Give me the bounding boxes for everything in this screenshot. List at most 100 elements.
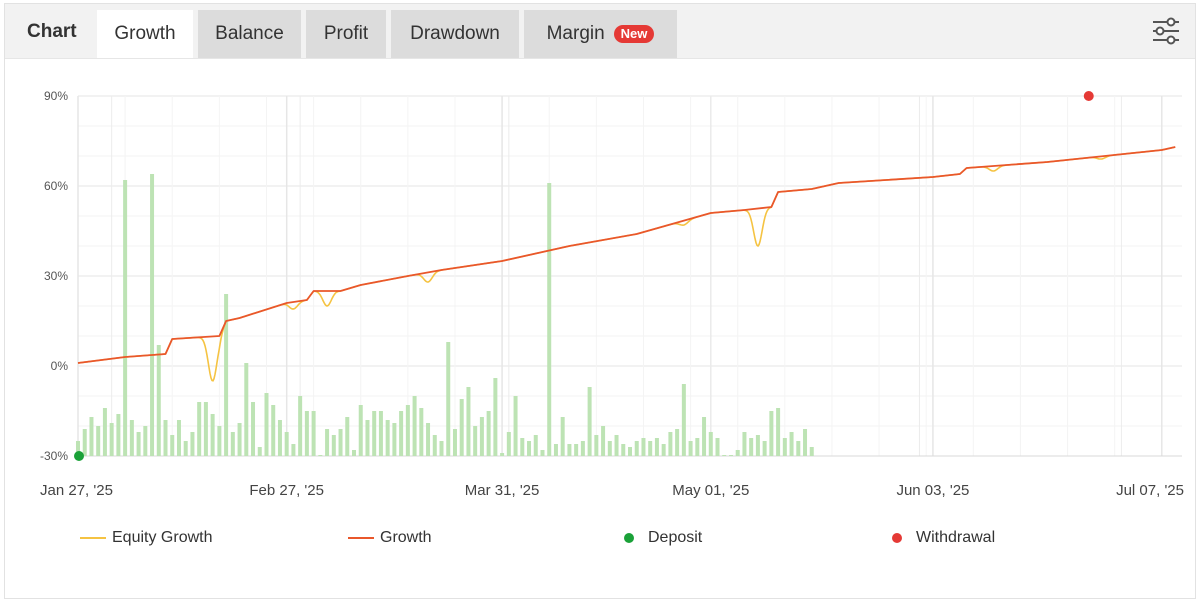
bar <box>493 378 498 456</box>
y-tick-label: 60% <box>44 179 68 193</box>
legend-equity-label: Equity Growth <box>112 529 213 546</box>
legend-deposit-label: Deposit <box>648 529 703 546</box>
bar <box>412 396 417 456</box>
bar <box>749 438 754 456</box>
tab-profit[interactable]: Profit <box>306 10 386 58</box>
legend-growth[interactable]: Growth <box>348 526 432 550</box>
bar <box>365 420 370 456</box>
tab-growth-label: Growth <box>114 23 176 44</box>
withdrawal-dot-icon <box>892 533 902 543</box>
x-tick-label: Jul 07, '25 <box>1116 482 1184 499</box>
bar <box>466 387 471 456</box>
bar <box>82 429 87 456</box>
bar <box>210 414 215 456</box>
bar <box>170 435 175 456</box>
bar <box>695 438 700 456</box>
bar <box>668 432 673 456</box>
bar <box>224 294 229 456</box>
withdrawal-marker <box>1083 91 1094 101</box>
bar <box>702 417 707 456</box>
bar <box>728 455 733 456</box>
tab-margin-label: Margin <box>546 23 605 44</box>
bar <box>163 420 168 456</box>
bar <box>277 420 282 456</box>
bar <box>755 435 760 456</box>
tab-margin[interactable]: Margin New <box>524 10 677 58</box>
equity-growth-line <box>77 146 1176 382</box>
legend-withdrawal-label: Withdrawal <box>916 529 996 546</box>
bar <box>76 441 80 456</box>
bar <box>358 405 363 456</box>
bar <box>803 429 808 456</box>
tab-bar: Chart Growth Balance Profit Drawdown Mar… <box>5 4 1195 59</box>
bar <box>607 441 612 456</box>
bar <box>96 426 101 456</box>
chart-section-label: Chart <box>27 21 77 42</box>
bar <box>628 447 632 456</box>
bar <box>769 411 774 456</box>
bar <box>176 420 181 456</box>
bar <box>715 438 720 456</box>
bar <box>318 455 323 456</box>
bar <box>264 393 269 456</box>
growth-line <box>77 146 1176 364</box>
legend-deposit[interactable]: Deposit <box>624 526 702 550</box>
bar <box>237 423 242 456</box>
bar <box>782 438 787 456</box>
bar <box>776 408 781 456</box>
growth-line-swatch <box>348 537 374 539</box>
x-tick-label: Feb 27, '25 <box>249 482 324 499</box>
y-tick-label: 90% <box>44 89 68 103</box>
tab-profit-label: Profit <box>323 23 369 44</box>
bar <box>634 441 639 456</box>
bar <box>473 426 478 456</box>
bar <box>109 423 114 456</box>
bar <box>372 411 377 456</box>
bar <box>708 432 713 456</box>
bar <box>527 441 532 456</box>
tab-growth[interactable]: Growth <box>97 10 193 58</box>
bar <box>203 402 208 456</box>
legend-equity-growth[interactable]: Equity Growth <box>80 526 212 550</box>
bar <box>129 420 134 456</box>
bar <box>500 453 505 456</box>
bar <box>143 426 148 456</box>
tab-balance-label: Balance <box>215 23 284 44</box>
bar <box>345 417 350 456</box>
bar <box>675 429 680 456</box>
bar <box>102 408 107 456</box>
bar <box>594 435 599 456</box>
bar <box>331 435 336 456</box>
bar <box>304 411 309 456</box>
tab-drawdown[interactable]: Drawdown <box>391 10 519 58</box>
bar <box>452 429 457 456</box>
y-tick-label: 30% <box>44 269 68 283</box>
deposit-marker <box>74 451 84 461</box>
bar <box>553 444 558 456</box>
bar <box>190 432 195 456</box>
bar <box>587 387 592 456</box>
bar <box>123 180 128 456</box>
bar <box>244 363 249 456</box>
x-tick-label: Mar 31, '25 <box>465 482 540 499</box>
legend-withdrawal[interactable]: Withdrawal <box>892 526 995 550</box>
chart-grid <box>77 95 1182 457</box>
bar <box>580 441 585 456</box>
bar <box>325 429 330 456</box>
bar <box>789 432 794 456</box>
legend-growth-label: Growth <box>380 529 432 546</box>
bar <box>547 183 552 456</box>
sliders-icon[interactable] <box>1149 16 1183 46</box>
y-tick-label: -30% <box>40 449 68 463</box>
bar <box>520 438 525 456</box>
bar <box>688 441 693 456</box>
bar <box>426 423 431 456</box>
bar <box>385 420 390 456</box>
bar <box>257 447 262 456</box>
bar <box>89 417 94 456</box>
bar <box>197 402 202 456</box>
tab-balance[interactable]: Balance <box>198 10 301 58</box>
deposit-dot-icon <box>624 533 634 543</box>
x-tick-label: Jan 27, '25 <box>40 482 113 499</box>
bar <box>291 444 296 456</box>
